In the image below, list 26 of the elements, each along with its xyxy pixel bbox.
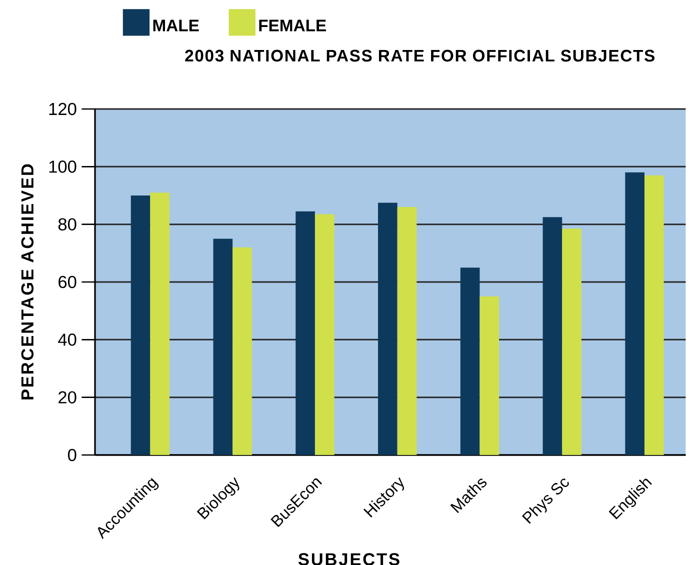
y-tick-label: 80 (58, 218, 76, 230)
y-axis-title: PERCENTAGE ACHIEVED (21, 164, 34, 400)
y-tick-label: 0 (68, 448, 76, 462)
bar (378, 202, 398, 455)
bar (644, 175, 664, 455)
bar (296, 211, 315, 455)
legend-label: MALE (153, 20, 199, 32)
y-tick-label: 60 (58, 276, 76, 288)
y-tick-label: 20 (58, 391, 76, 404)
bar (314, 214, 334, 455)
y-tick-label: 100 (49, 160, 76, 173)
bar (625, 172, 644, 455)
chart-title: 2003 NATIONAL PASS RATE FOR OFFICIAL SUBJECTS (185, 50, 654, 62)
bar (542, 217, 562, 455)
bar (232, 247, 252, 455)
bar (480, 296, 500, 455)
legend-label: FEMALE (259, 20, 326, 32)
bar (130, 196, 150, 455)
x-axis-title: SUBJECTS (298, 553, 400, 565)
bar (562, 228, 582, 455)
y-tick-label: 120 (49, 102, 76, 116)
bar (397, 207, 417, 455)
bar (150, 192, 170, 455)
bar (460, 268, 480, 455)
bar (213, 238, 233, 455)
y-tick-label: 40 (58, 334, 76, 346)
